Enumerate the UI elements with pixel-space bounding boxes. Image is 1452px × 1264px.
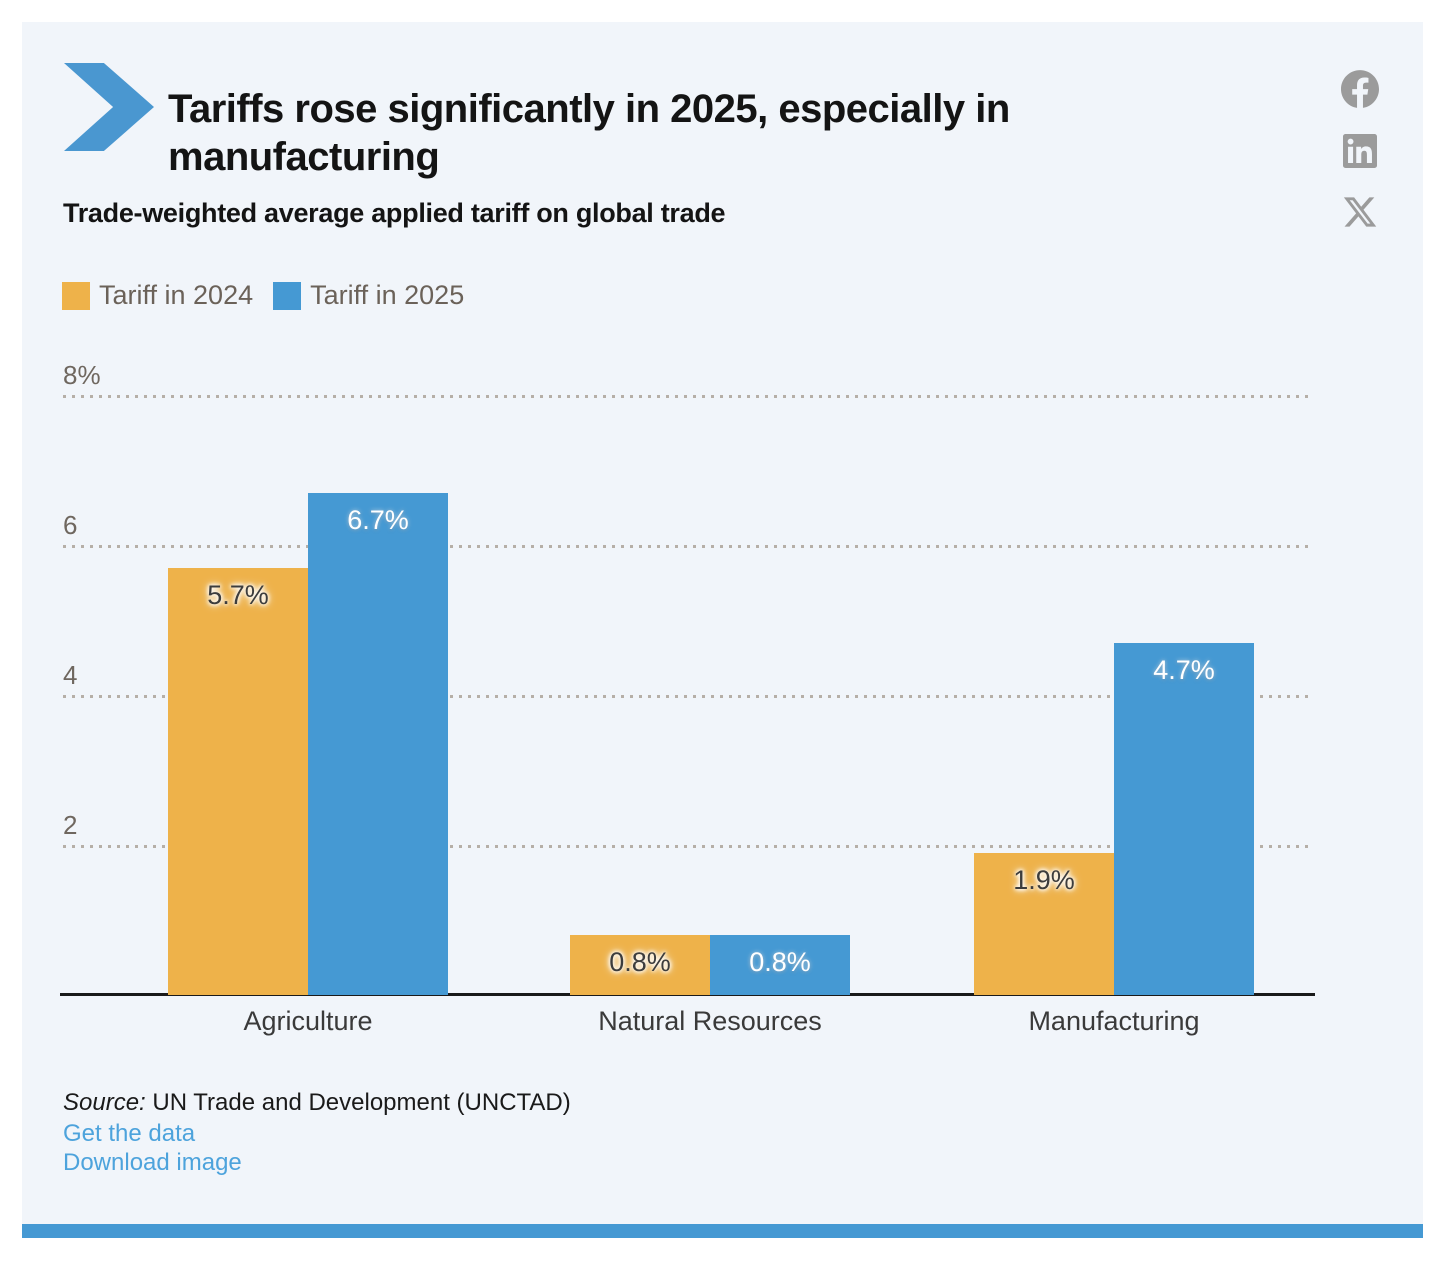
get-the-data-link[interactable]: Get the data [63,1120,196,1147]
download-image-link[interactable]: Download image [63,1149,242,1176]
bar-natural-resources-tariff-in-2024 [570,935,710,995]
x-icon [1343,197,1377,227]
category-label-natural-resources: Natural Resources [598,1006,822,1036]
x-share-button[interactable] [1342,194,1378,230]
bar-value-label-manufacturing-tariff-in-2024: 1.9% [1013,864,1075,895]
gridline-4 [63,695,1313,698]
y-tick-label-6: 6 [63,510,78,540]
legend-item-2025: Tariff in 2025 [273,280,464,311]
legend-label-2025: Tariff in 2025 [310,280,465,310]
legend-swatch-2024 [62,281,90,310]
legend-label-2024: Tariff in 2024 [99,280,254,310]
bar-value-label-natural-resources-tariff-in-2025: 0.8% [749,947,811,977]
gridline-6 [63,545,1313,548]
category-label-manufacturing: Manufacturing [1028,1006,1200,1036]
source-line: Source: UN Trade and Development (UNCTAD… [63,1088,571,1119]
source-text: UN Trade and Development (UNCTAD) [145,1089,571,1116]
bottom-accent-bar [22,1224,1423,1238]
bar-natural-resources-tariff-in-2025 [710,935,850,995]
y-tick-label-4: 4 [63,660,78,690]
chart-footer: Source: UN Trade and Development (UNCTAD… [63,1088,571,1177]
linkedin-icon [1343,134,1377,168]
chevron-icon [64,63,154,151]
bar-value-label-agriculture-tariff-in-2024: 5.7% [207,579,269,610]
chart-legend: Tariff in 2024 Tariff in 2025 [62,280,464,311]
bar-value-label-agriculture-tariff-in-2025: 6.7% [347,504,409,535]
page-title: Tariffs rose significantly in 2025, espe… [168,86,1010,179]
source-label: Source: [63,1089,146,1116]
gridline-8 [63,395,1313,398]
bar-value-label-natural-resources-tariff-in-2024: 0.8% [609,947,671,977]
legend-item-2024: Tariff in 2024 [62,280,253,311]
gridline-2 [63,845,1313,848]
chart-card: Tariffs rose significantly in 2025, espe… [22,22,1423,1224]
bar-manufacturing-tariff-in-2024 [974,852,1114,995]
share-buttons [1338,70,1382,230]
facebook-icon [1341,70,1379,108]
legend-swatch-2025 [273,281,302,310]
bar-chart: 2 4 6 8% 5.7% 6.7% Agriculture 0.8% 0.8% Natural … [22,22,1423,1224]
bar-manufacturing-tariff-in-2025 [1114,642,1254,995]
y-tick-label-8: 8% [63,360,101,390]
bar-agriculture-tariff-in-2024 [168,567,308,995]
linkedin-share-button[interactable] [1343,134,1377,168]
chart-subtitle: Trade-weighted average applied tariff on… [63,198,726,228]
bar-value-label-manufacturing-tariff-in-2025: 4.7% [1153,654,1215,685]
y-tick-label-2: 2 [63,810,78,840]
bar-agriculture-tariff-in-2025 [308,492,448,995]
facebook-share-button[interactable] [1341,70,1379,108]
category-label-agriculture: Agriculture [243,1006,373,1036]
